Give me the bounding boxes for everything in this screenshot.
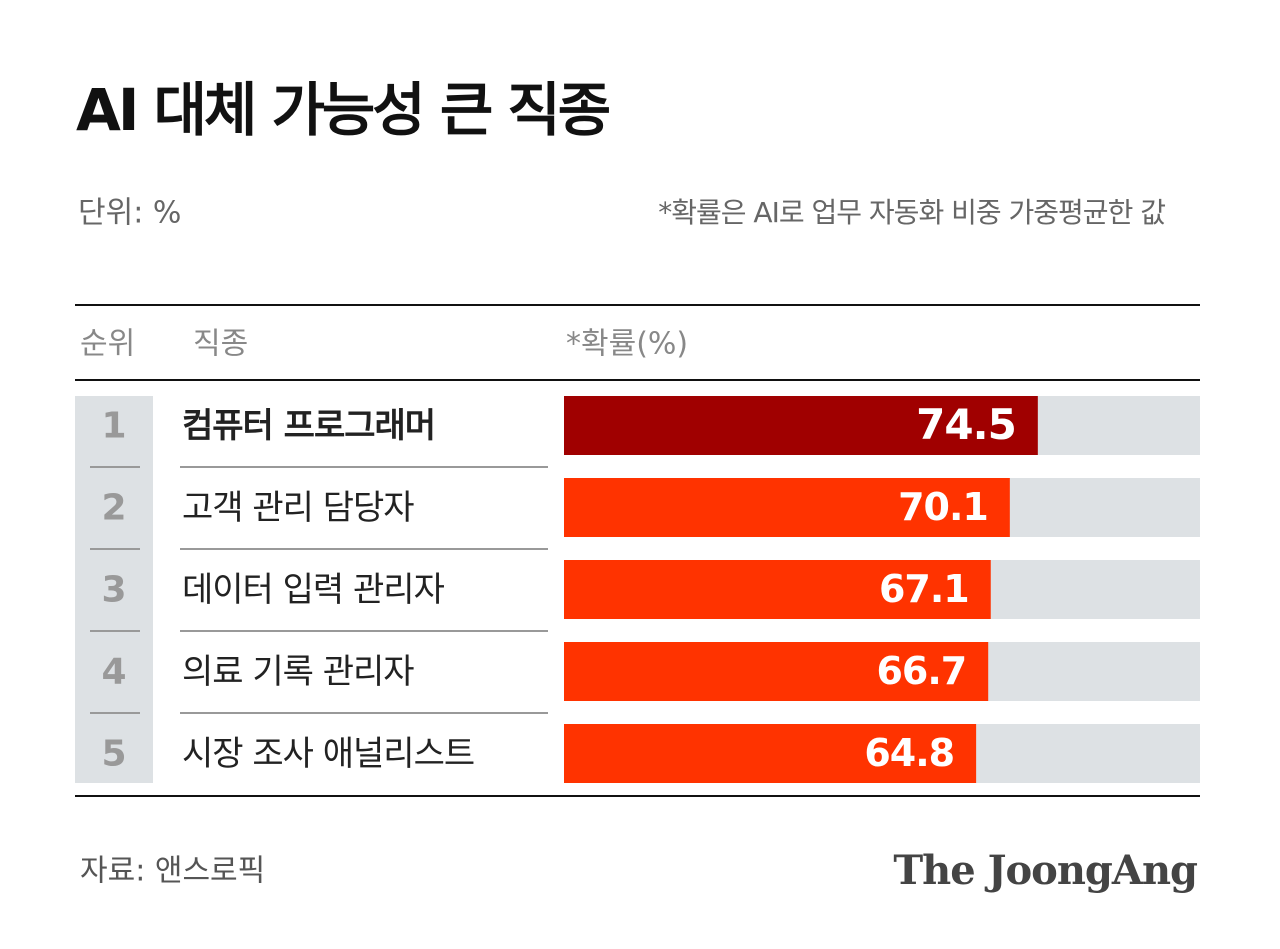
rank: 3 xyxy=(101,570,126,611)
rank-column xyxy=(75,396,153,783)
column-header: 순위 xyxy=(80,327,135,362)
bar xyxy=(564,478,1010,537)
rank: 4 xyxy=(101,652,126,693)
unit-label: 단위: % xyxy=(78,196,181,231)
rank: 1 xyxy=(101,406,126,447)
rank: 5 xyxy=(101,734,126,775)
value-label: 67.1 xyxy=(879,567,969,611)
bar xyxy=(564,642,989,701)
rank: 2 xyxy=(101,488,126,529)
value-label: 64.8 xyxy=(864,731,954,775)
column-header: 직종 xyxy=(193,327,248,362)
brand: The JoongAng xyxy=(893,847,1198,894)
job-name: 데이터 입력 관리자 xyxy=(182,570,445,610)
value-label: 74.5 xyxy=(916,400,1016,449)
value-label: 70.1 xyxy=(898,485,988,529)
job-name: 의료 기록 관리자 xyxy=(182,652,414,692)
chart-title: AI 대체 가능성 큰 직종 xyxy=(76,76,610,144)
source: 자료: 앤스로픽 xyxy=(80,854,265,889)
job-name: 컴퓨터 프로그래머 xyxy=(182,406,435,446)
bar xyxy=(564,560,991,619)
note: *확률은 AI로 업무 자동화 비중 가중평균한 값 xyxy=(658,196,1165,229)
job-name: 고객 관리 담당자 xyxy=(182,488,414,528)
column-header: *확률(%) xyxy=(566,327,688,362)
job-name: 시장 조사 애널리스트 xyxy=(182,734,474,774)
bar xyxy=(564,396,1038,455)
value-label: 66.7 xyxy=(876,649,966,693)
bar xyxy=(564,724,977,783)
